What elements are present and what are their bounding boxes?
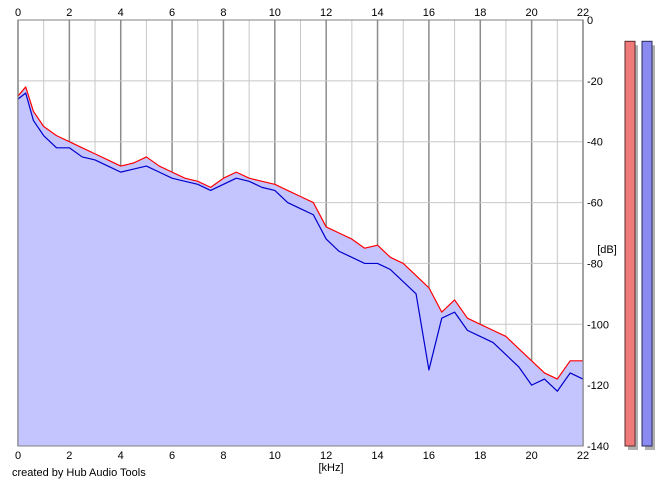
tick-labels: 002244668810101212141416161818202022220-…	[15, 7, 609, 462]
x-tick-label-bottom: 20	[526, 450, 538, 462]
y-tick-label: -60	[587, 198, 603, 210]
x-tick-label-top: 12	[320, 7, 332, 19]
x-tick-label-top: 2	[66, 7, 72, 19]
x-tick-label-top: 20	[526, 7, 538, 19]
x-tick-label-bottom: 18	[474, 450, 486, 462]
x-tick-label-top: 4	[118, 7, 124, 19]
meter-left-bar	[624, 40, 636, 447]
x-tick-label-top: 0	[15, 7, 21, 19]
x-tick-label-bottom: 8	[220, 450, 226, 462]
y-axis-label: [dB]	[597, 244, 617, 256]
x-tick-label-top: 10	[269, 7, 281, 19]
y-tick-label: -120	[587, 380, 609, 392]
y-tick-label: -80	[587, 258, 603, 270]
series-left-channel	[17, 86, 583, 380]
x-axis-label: [kHz]	[318, 462, 343, 474]
y-tick-label: -100	[587, 319, 609, 331]
x-tick-label-bottom: 2	[66, 450, 72, 462]
x-tick-label-top: 6	[169, 7, 175, 19]
x-tick-label-bottom: 4	[118, 450, 124, 462]
credit-text: created by Hub Audio Tools	[12, 467, 146, 479]
plot-frame	[17, 19, 584, 447]
y-tick-label: -20	[587, 76, 603, 88]
x-tick-label-bottom: 10	[269, 450, 281, 462]
spectrum-area	[18, 86, 583, 446]
x-tick-label-bottom: 16	[423, 450, 435, 462]
spectrum-fill	[18, 86, 583, 446]
y-tick-label: 0	[587, 15, 593, 27]
x-tick-label-bottom: 22	[577, 450, 589, 462]
x-tick-label-top: 14	[371, 7, 383, 19]
spectrum-series	[17, 86, 584, 392]
x-tick-label-bottom: 14	[371, 450, 383, 462]
meter-right-bar	[641, 40, 653, 447]
axes	[17, 19, 584, 447]
x-tick-label-bottom: 12	[320, 450, 332, 462]
y-tick-label: -140	[587, 441, 609, 453]
x-tick-label-top: 16	[423, 7, 435, 19]
x-tick-label-bottom: 0	[15, 450, 21, 462]
x-tick-label-top: 22	[577, 7, 589, 19]
x-tick-label-top: 18	[474, 7, 486, 19]
level-meters	[624, 40, 655, 451]
y-tick-label: -40	[587, 137, 603, 149]
x-tick-label-bottom: 6	[169, 450, 175, 462]
x-tick-label-top: 8	[220, 7, 226, 19]
series-right-channel	[17, 92, 584, 392]
